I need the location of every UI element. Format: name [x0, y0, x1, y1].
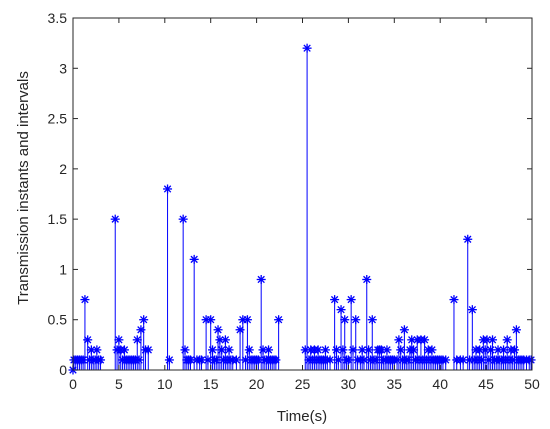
y-tick-label: 0	[59, 362, 67, 378]
stem-marker	[493, 345, 503, 355]
stem-marker	[132, 335, 142, 345]
stem-marker	[467, 305, 477, 315]
stem-marker	[208, 345, 218, 355]
x-tick-label: 45	[478, 376, 494, 392]
stem-marker	[351, 315, 361, 325]
stem-marker	[420, 335, 430, 345]
y-tick-label: 2	[59, 161, 67, 177]
stem-marker	[220, 335, 230, 345]
stem-marker	[206, 315, 216, 325]
stem-marker	[92, 345, 102, 355]
stem-marker	[189, 254, 199, 264]
stem-marker	[96, 355, 106, 365]
y-tick-label: 3.5	[48, 10, 68, 26]
stem-marker	[164, 355, 174, 365]
stem-marker	[526, 355, 536, 365]
y-tick-label: 3	[59, 60, 67, 76]
stem-marker	[499, 345, 509, 355]
stem-marker	[357, 345, 367, 355]
stem-marker	[178, 214, 188, 224]
stem-marker	[80, 295, 90, 305]
stem-marker	[274, 315, 284, 325]
stem-marker	[217, 345, 227, 355]
stem-marker	[510, 345, 520, 355]
stem-marker	[367, 315, 377, 325]
stem-marker	[338, 345, 348, 355]
stem-marker	[313, 345, 323, 355]
stem-marker	[110, 214, 120, 224]
stem-marker	[224, 345, 234, 355]
stem-marker	[215, 335, 225, 345]
x-tick-label: 5	[115, 376, 123, 392]
stem-marker	[409, 345, 419, 355]
stem-marker	[302, 43, 312, 53]
stem-marker	[213, 325, 223, 335]
stem-marker	[203, 355, 213, 365]
stem-marker	[180, 345, 190, 355]
y-tick-label: 2.5	[48, 111, 68, 127]
x-tick-label: 50	[524, 376, 540, 392]
stem-marker	[256, 274, 266, 284]
stem-marker	[231, 355, 241, 365]
x-tick-label: 25	[295, 376, 311, 392]
data-marks	[68, 43, 536, 375]
stem-marker	[399, 325, 409, 335]
stem-marker	[235, 325, 245, 335]
stem-marker	[83, 335, 93, 345]
stem-marker	[330, 295, 340, 305]
stem-marker	[382, 345, 392, 355]
stem-marker	[320, 345, 330, 355]
stem-marker	[427, 345, 437, 355]
stem-marker	[253, 355, 263, 365]
stem-marker	[244, 345, 254, 355]
stem-marker	[340, 315, 350, 325]
stem-marker	[143, 345, 153, 355]
stem-marker	[364, 345, 374, 355]
stem-marker	[475, 345, 485, 355]
stem-marker	[186, 355, 196, 365]
stem-marker	[346, 295, 356, 305]
x-tick-label: 20	[249, 376, 265, 392]
x-tick-label: 10	[157, 376, 173, 392]
stem-marker	[119, 345, 129, 355]
stem-marker	[336, 305, 346, 315]
x-axis-label: Time(s)	[277, 408, 327, 425]
stem-marker	[511, 325, 521, 335]
stem-marker	[449, 295, 459, 305]
stem-marker	[458, 355, 468, 365]
stem-marker	[362, 274, 372, 284]
stem-marker	[502, 335, 512, 345]
x-tick-label: 40	[432, 376, 448, 392]
stem-marker	[134, 355, 144, 365]
stem-marker	[463, 234, 473, 244]
stem-marker	[139, 315, 149, 325]
stem-marker	[258, 345, 268, 355]
stem-marker	[163, 184, 173, 194]
stem-marker	[488, 335, 498, 345]
x-tick-label: 35	[387, 376, 403, 392]
stem-marker	[359, 355, 369, 365]
y-ticks: 0 0.5 1 1.5 2 2.5 3 3.5	[48, 10, 532, 378]
x-tick-label: 30	[341, 376, 357, 392]
stem-marker	[114, 335, 124, 345]
x-tick-label: 0	[69, 376, 77, 392]
stem-marker	[394, 335, 404, 345]
y-tick-label: 0.5	[48, 312, 68, 328]
stem-marker	[242, 315, 252, 325]
stem-marker	[396, 345, 406, 355]
stem-marker	[325, 355, 335, 365]
y-axis-label: Transmission instants and intervals	[15, 71, 32, 305]
stem-marker	[441, 355, 451, 365]
stem-marker	[264, 345, 274, 355]
x-ticks: 0 5 10 15 20 25 30 35 40 45 50	[69, 18, 540, 392]
y-tick-label: 1.5	[48, 211, 68, 227]
y-tick-label: 1	[59, 261, 67, 277]
x-tick-label: 15	[203, 376, 219, 392]
